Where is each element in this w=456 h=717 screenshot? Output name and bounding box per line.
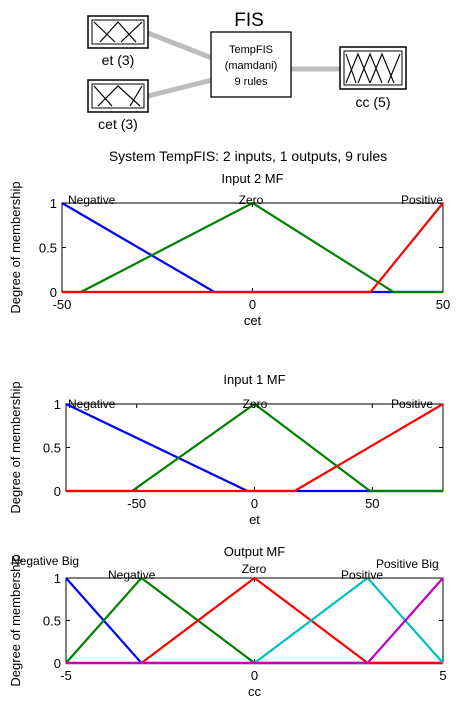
system-name: TempFIS [229,44,273,56]
output-mf-icon [345,52,401,84]
y-axis-label: Degree of membership [8,181,23,313]
input1-label: et (3) [102,52,135,68]
x-axis-label: cet [244,313,262,328]
x-tick-label: -50 [127,496,146,511]
mf-line-zero [66,576,443,665]
connector-input1 [147,30,213,61]
mf-line-negative [61,202,443,294]
mf-label-positive-big: Positive Big [376,557,439,571]
mf-label-positive: Positive [401,193,443,207]
mf-label-negative: Negative [68,193,116,207]
mf-line-negative [65,576,443,665]
x-tick-label: -50 [53,297,72,312]
input2-mf-icon [93,85,143,107]
input2-label: cet (3) [98,116,138,132]
x-tick-label: 0 [249,297,256,312]
mf-label-zero: Zero [243,397,268,411]
mf-label-positive: Positive [341,568,383,582]
x-tick-label: 0 [251,668,258,683]
y-tick-label: 0 [54,656,61,671]
system-type: (mamdani) [225,60,278,72]
y-axis-label: Degree of membership [8,381,23,513]
y-tick-label: 0 [50,285,57,300]
y-tick-label: 0 [54,484,61,499]
plot-frame [61,202,444,293]
y-tick-label: 0.5 [43,441,61,456]
x-tick-label: 5 [439,668,446,683]
system-summary-title: System TempFIS: 2 inputs, 1 outputs, 9 r… [109,148,387,164]
mf-label-negative: Negative [108,568,156,582]
chart-2: Input 1 MF 0 0.5 1 -50 0 50 et Degree of members… [8,372,444,527]
mf-label-zero: Zero [239,193,264,207]
mf-label-negative-big: Negative Big [11,554,79,568]
mf-line-zero [66,402,443,493]
y-tick-label: 1 [54,397,61,412]
input2-block [87,79,149,113]
mf-line-positive-big [66,577,444,665]
fis-title: FIS [234,10,264,31]
x-axis-label: et [249,512,260,527]
mf-line-positive [66,576,444,665]
x-tick-label: 50 [365,496,379,511]
mf-line-positive [66,403,444,493]
mf-line-negative-big [65,577,443,665]
y-axis-label: Degree of membership [8,554,23,686]
fis-diagram: FIS et (3) cet (3) [87,10,407,132]
output-block [339,46,407,90]
connector-input2 [147,77,213,99]
x-tick-label: 0 [251,496,258,511]
mf-line-negative [65,403,443,493]
x-tick-label: 50 [436,297,450,312]
mf-label-zero: Zero [242,562,267,576]
mf-line-positive [62,202,444,294]
input1-block [87,15,149,49]
chart-title: Input 2 MF [221,171,283,186]
system-rules: 9 rules [234,76,268,88]
chart-title: Output MF [224,544,285,559]
y-tick-label: 1 [50,196,57,211]
mf-label-positive: Positive [391,397,433,411]
x-axis-label: cc [248,684,262,699]
mf-line-zero [62,201,443,294]
y-tick-label: 1 [54,571,61,586]
mf-label-negative: Negative [68,397,116,411]
plot-frame [65,403,444,492]
x-tick-label: -5 [60,668,72,683]
system-block: TempFIS (mamdani) 9 rules [210,31,292,98]
y-tick-label: 0.5 [43,614,61,629]
input1-mf-icon [93,21,143,43]
y-tick-label: 0.5 [39,241,57,256]
plot-frame [65,577,444,664]
chart-title: Input 1 MF [223,372,285,387]
output-label: cc (5) [356,94,391,110]
